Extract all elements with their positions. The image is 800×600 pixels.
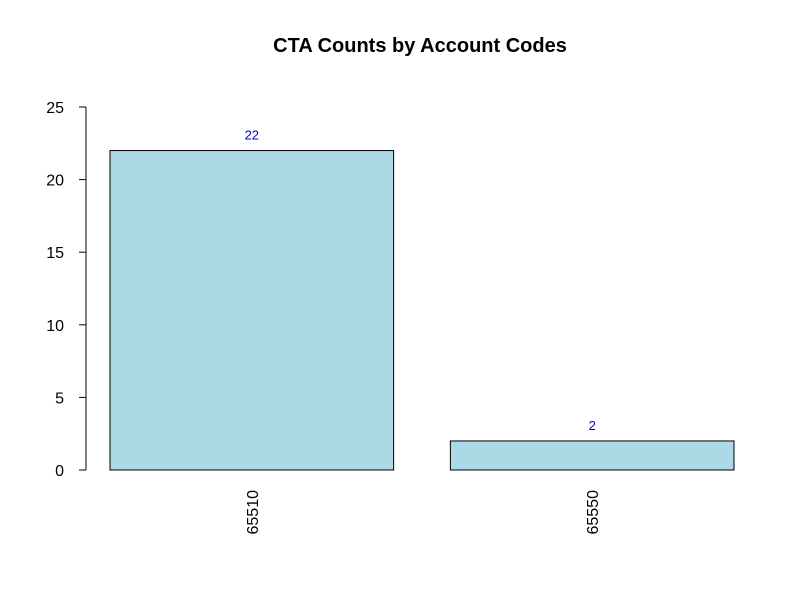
data-label: 22 [245,128,259,143]
y-tick-label: 20 [46,173,64,190]
y-tick-label: 25 [46,100,64,117]
y-axis: 0 5 10 15 20 25 [46,100,87,480]
data-labels-group: 222 [245,128,596,433]
y-tick-label: 5 [55,390,64,407]
x-tick-label: 65510 [245,490,262,535]
y-tick-label: 0 [55,463,64,480]
x-axis-labels: 65510 65550 [245,490,602,535]
bar-65550 [449,440,735,471]
y-tick-label: 15 [46,245,64,262]
x-tick-label: 65550 [585,490,602,535]
data-label: 2 [589,418,596,433]
y-tick-label: 10 [46,318,64,335]
bars-group [109,150,735,471]
chart-title: CTA Counts by Account Codes [273,35,567,57]
bar-65510 [109,150,395,471]
